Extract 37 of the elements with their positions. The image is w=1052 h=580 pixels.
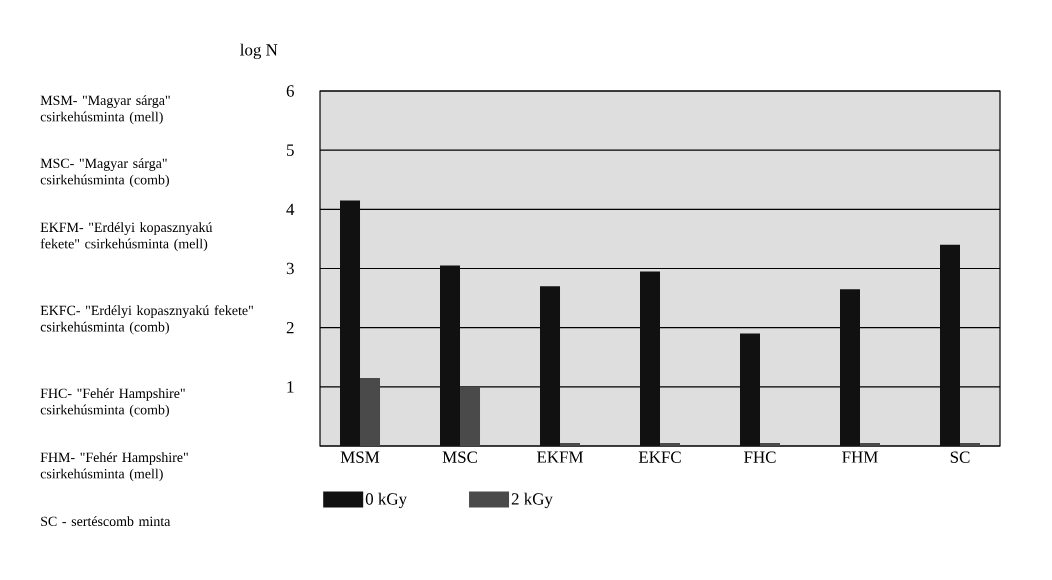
- text: MSM- "Magyar sárga" csirkehúsminta (mell): [40, 95, 170, 125]
- y-axis-title: log N: [240, 43, 278, 60]
- bar: [860, 443, 881, 446]
- text: EKFC- "Erdélyi kopasznyakú fekete" csirkehúsminta (comb): [40, 305, 253, 335]
- bar: [760, 443, 781, 446]
- text: FHC- "Fehér Hampshire" csirkehúsminta (comb): [40, 388, 185, 418]
- y-tick-label: 2: [286, 322, 294, 334]
- text: FHM- "Fehér Hampshire" csirkehúsminta (mell): [40, 452, 188, 482]
- x-tick-label: EKFC: [638, 451, 681, 463]
- bar: [560, 443, 581, 446]
- y-tick-label: 5: [287, 144, 294, 156]
- x-tick-label: MSM: [340, 451, 380, 463]
- bar: [940, 244, 960, 446]
- bar: [960, 443, 980, 446]
- text: SC - sertéscomb minta: [41, 516, 171, 527]
- y-tick-label: 3: [286, 262, 294, 275]
- bar: [360, 377, 381, 446]
- bar: [640, 271, 661, 446]
- x-tick-label: EKFM: [536, 451, 584, 463]
- y-tick-label: 4: [286, 203, 295, 215]
- text: EKFM- "Erdélyi kopasznyakú fekete" csirkehúsminta (mell): [40, 222, 213, 252]
- bar: [540, 286, 561, 446]
- bar: [440, 265, 461, 446]
- y-tick-label: 6: [286, 85, 294, 97]
- x-tick-label: MSC: [442, 451, 477, 463]
- bar: [340, 200, 361, 446]
- bar: [740, 333, 761, 446]
- text: MSC- "Magyar sárga" csirkehúsminta (comb): [40, 158, 169, 188]
- legend-label: 0 kGy: [365, 492, 407, 509]
- bar: [460, 386, 481, 446]
- bar: [840, 289, 861, 446]
- y-tick-label: 1: [287, 381, 294, 393]
- bar: [660, 443, 681, 446]
- x-tick-label: FHM: [842, 451, 878, 463]
- legend-label: 2 kGy: [511, 492, 553, 509]
- x-tick-label: FHC: [744, 451, 776, 463]
- x-tick-label: SC: [950, 451, 970, 463]
